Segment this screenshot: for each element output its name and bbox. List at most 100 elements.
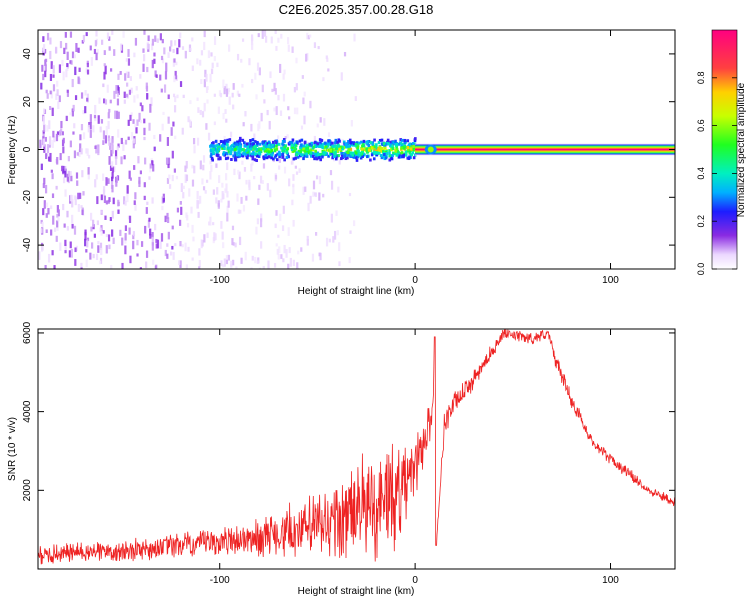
heatmap-noise-cell [69,194,73,202]
heatmap-band-cell [309,151,313,155]
heatmap-band-cell [388,149,391,153]
heatmap-band-cell [375,143,378,147]
heatmap-band-cell [399,138,403,142]
heatmap-band-cell [211,149,215,153]
heatmap-band-cell [326,144,330,148]
heatmap-noise-cell [151,160,154,166]
heatmap-noise-cell [64,244,67,253]
heatmap-band-cell [390,157,394,161]
heatmap-band-cell [226,156,230,160]
heatmap-band-cell [385,151,389,155]
heatmap-band-cell [324,144,328,148]
heatmap-band-cell [249,143,253,147]
heatmap-noise-cell [160,55,164,61]
heatmap-noise-cell [237,169,240,175]
heatmap-noise-cell [54,47,58,54]
heatmap-noise-cell [174,70,177,80]
heatmap-noise-cell [53,136,56,143]
heatmap-noise-cell [313,135,316,143]
heatmap-noise-cell [277,234,280,238]
heatmap-band-cell [241,148,244,152]
heatmap-noise-cell [287,268,290,269]
heatmap-band-cell [246,154,249,158]
heatmap-noise-cell [105,234,109,238]
heatmap-band-cell [278,150,281,154]
heatmap-noise-cell [50,229,53,236]
heatmap-noise-cell [161,58,165,64]
heatmap-noise-cell [107,112,110,119]
heatmap-noise-cell [132,240,135,250]
heatmap-noise-cell [61,131,64,136]
heatmap-noise-cell [251,78,254,84]
heatmap-band-cell [227,146,230,150]
heatmap-band-cell [413,139,417,143]
heatmap-band-cell [275,142,279,146]
heatmap-noise-cell [266,183,269,191]
heatmap-noise-cell [306,52,309,61]
heatmap-noise-cell [303,115,306,125]
heatmap-noise-cell [95,52,98,61]
heatmap-band-cell [269,145,273,149]
heatmap-noise-cell [266,152,269,160]
heatmap-noise-cell [139,267,142,269]
heatmap-noise-cell [107,234,111,242]
heatmap-noise-cell [72,131,75,135]
heatmap-noise-cell [69,241,72,249]
heatmap-band-cell [217,142,221,146]
heatmap-noise-cell [193,145,196,154]
heatmap-band-cell [228,138,232,142]
heatmap-noise-cell [109,99,112,104]
heatmap-noise-cell [280,33,283,39]
heatmap-noise-cell [256,218,259,225]
heatmap-band-cell [262,157,266,161]
heatmap-noise-cell [184,50,187,59]
heatmap-band-cell [235,147,239,151]
heatmap-noise-cell [180,183,183,192]
heatmap-noise-cell [102,130,106,140]
heatmap-noise-cell [174,243,177,247]
heatmap-noise-cell [55,133,59,142]
heatmap-band-cell [336,144,339,148]
heatmap-band-cell [337,154,340,158]
heatmap-noise-cell [140,241,144,247]
heatmap-noise-cell [112,197,115,205]
heatmap-band-cell [288,140,292,144]
heatmap-noise-cell [159,241,162,249]
heatmap-noise-cell [198,260,201,268]
heatmap-noise-cell [56,89,59,96]
heatmap-noise-cell [263,99,266,104]
heatmap-noise-cell [154,223,157,231]
heatmap-noise-cell [293,107,297,115]
heatmap-band-cell [290,141,294,145]
heatmap-noise-cell [139,102,142,107]
heatmap-band-cell [383,143,387,147]
heatmap-noise-cell [75,245,78,252]
heatmap-noise-cell [203,30,206,38]
heatmap-noise-cell [258,267,262,269]
heatmap-noise-cell [169,46,172,52]
heatmap-band-cell [272,157,275,161]
heatmap-band-cell [231,147,234,151]
heatmap-band-cell [281,139,285,143]
snr-y-axis: 2000 4000 6000 [22,321,675,501]
heatmap-noise-cell [149,168,152,173]
heatmap-band-cell [250,147,253,151]
heatmap-noise-cell [117,143,120,148]
heatmap-noise-cell [170,40,173,47]
heatmap-noise-cell [274,175,278,180]
heatmap-band-cell [299,143,303,147]
heatmap-noise-cell [221,182,224,188]
heatmap-noise-cell [338,261,341,267]
heatmap-band-cell [251,157,255,161]
heatmap-noise-cell [231,225,235,231]
heatmap-noise-cell [144,157,147,165]
heatmap-band-cell [340,153,344,157]
heatmap-noise-cell [74,259,77,266]
heatmap-noise-cell [219,92,223,98]
heatmap-noise-cell [76,152,79,156]
heatmap-noise-cell [341,138,344,148]
heatmap-band-cell [359,151,363,155]
heatmap-band-cell [233,141,237,145]
heatmap-band-cell [409,147,413,151]
heatmap-noise-cell [109,68,113,72]
